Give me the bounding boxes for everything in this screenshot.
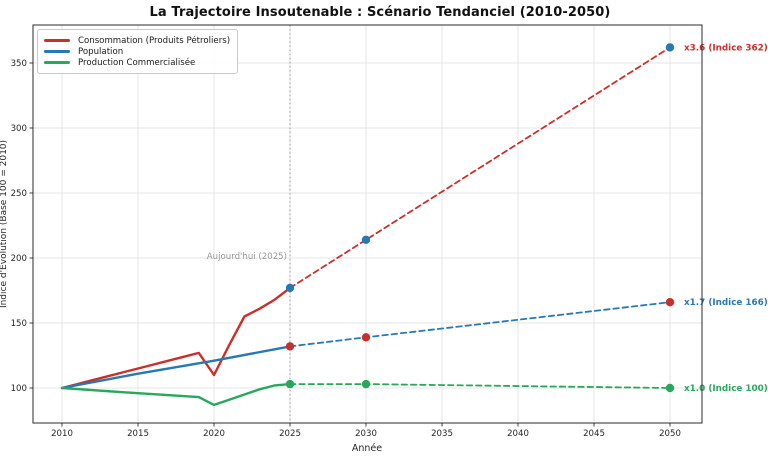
- data-point-marker: [361, 235, 371, 244]
- x-tick-label: 2040: [507, 429, 529, 439]
- legend-label-population: Population: [78, 46, 124, 57]
- chart-title: La Trajectoire Insoutenable : Scénario T…: [149, 5, 611, 20]
- x-tick-label: 2035: [431, 429, 453, 439]
- series-solid-2: [60, 382, 292, 407]
- data-point-marker: [665, 383, 675, 393]
- x-tick-label: 2025: [279, 429, 301, 439]
- legend-label-production: Production Commercialisée: [78, 57, 196, 68]
- data-point-marker: [665, 43, 675, 52]
- today-annotation: Aujourd'hui (2025): [206, 252, 287, 262]
- legend-swatch-production: [44, 61, 70, 64]
- y-tick-label: 100: [11, 384, 27, 394]
- data-point-marker: [285, 283, 295, 293]
- x-tick-label: 2045: [583, 429, 605, 439]
- y-tick-label: 300: [11, 124, 27, 134]
- x-tick-label: 2010: [51, 429, 73, 439]
- x-tick-label: 2015: [127, 429, 149, 439]
- y-axis-label: Indice d'Évolution (Base 100 = 2010): [0, 139, 9, 309]
- data-point-marker: [361, 333, 371, 342]
- y-tick-label: 350: [11, 59, 27, 69]
- data-point-marker: [285, 379, 295, 389]
- data-point-marker: [361, 379, 371, 389]
- y-tick-label: 250: [11, 189, 27, 199]
- legend: Consommation (Produits Pétroliers) Popul…: [37, 29, 238, 74]
- series-solid-1: [60, 345, 292, 390]
- legend-swatch-consommation: [44, 39, 70, 42]
- y-tick-label: 200: [11, 254, 27, 264]
- end-annotation-0: x3.6 (Indice 362): [684, 43, 768, 53]
- series-dashed-1: [289, 301, 671, 348]
- x-axis-label: Année: [351, 443, 383, 454]
- legend-item-production: Production Commercialisée: [44, 57, 229, 68]
- x-tick-label: 2020: [203, 429, 225, 439]
- x-tick-label: 2030: [355, 429, 377, 439]
- legend-item-consommation: Consommation (Produits Pétroliers): [44, 35, 231, 46]
- x-tick-label: 2050: [659, 429, 681, 439]
- end-annotation-1: x1.7 (Indice 166): [684, 298, 768, 308]
- series-dashed-2: [289, 383, 671, 389]
- data-point-marker: [285, 342, 295, 351]
- data-point-marker: [665, 298, 675, 307]
- y-tick-label: 150: [11, 319, 27, 329]
- legend-item-population: Population: [44, 46, 229, 57]
- axes-spines: [32, 24, 703, 424]
- series-solid-0: [60, 286, 292, 390]
- legend-label-consommation: Consommation (Produits Pétroliers): [78, 35, 231, 46]
- series-dashed-0: [289, 46, 671, 289]
- legend-swatch-population: [44, 50, 70, 53]
- end-annotation-2: x1.0 (Indice 100): [684, 384, 768, 394]
